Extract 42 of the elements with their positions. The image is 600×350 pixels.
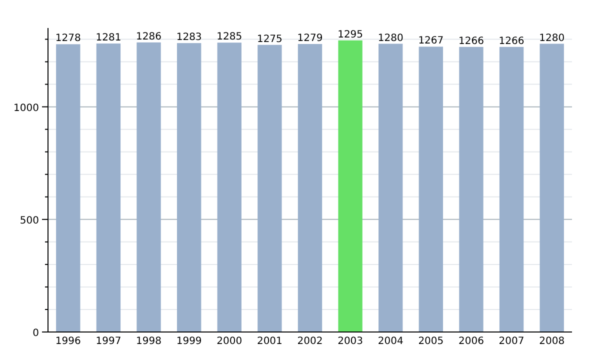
bar [258, 44, 282, 332]
bar [418, 46, 444, 332]
data-label: 1275 [256, 34, 282, 45]
data-label: 1280 [539, 32, 565, 44]
x-tick-label: 1998 [136, 336, 162, 347]
data-label: 1279 [297, 32, 323, 44]
bar [378, 44, 403, 332]
x-tick-label: 2008 [539, 336, 565, 347]
y-tick-label: 500 [20, 215, 39, 226]
data-label: 1286 [136, 31, 162, 42]
bar [298, 44, 322, 332]
bar [56, 44, 80, 332]
data-label: 1295 [338, 29, 364, 40]
x-tick-label: 1996 [55, 336, 81, 347]
y-tick-label: 1000 [14, 102, 39, 114]
x-tick-label: 2004 [378, 336, 404, 347]
data-label: 1280 [378, 32, 404, 44]
x-tick-label: 2001 [256, 336, 282, 347]
bar [338, 40, 362, 332]
bar [136, 42, 161, 332]
x-tick-label: 2007 [498, 336, 524, 347]
bar [176, 43, 202, 332]
y-tick-label: 0 [32, 328, 39, 339]
bar [499, 46, 524, 332]
x-tick-label: 2002 [297, 336, 323, 347]
x-tick-label: 2006 [458, 336, 484, 347]
data-label: 1281 [96, 32, 122, 44]
x-tick-label: 1997 [96, 336, 122, 347]
x-tick-label: 2000 [216, 336, 242, 347]
bar [540, 44, 564, 332]
data-label: 1266 [458, 36, 484, 47]
data-label: 1266 [498, 36, 524, 47]
bar [96, 44, 121, 332]
x-tick-label: 1999 [176, 336, 202, 347]
data-label: 1283 [176, 32, 202, 44]
bar [217, 42, 242, 332]
x-tick-label: 2005 [418, 336, 444, 347]
data-label: 1278 [55, 33, 81, 44]
x-tick-label: 2003 [338, 336, 364, 347]
data-label: 1285 [216, 32, 242, 43]
bar [459, 46, 484, 332]
data-label: 1267 [418, 36, 444, 47]
